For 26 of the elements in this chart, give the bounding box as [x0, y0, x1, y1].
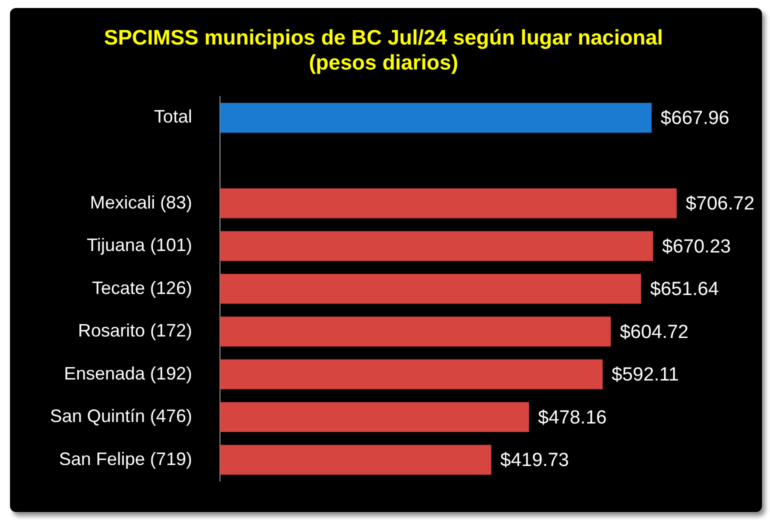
- y-tick-label: Rosarito (172): [78, 320, 192, 341]
- bar: [220, 274, 642, 304]
- bar: [220, 316, 611, 347]
- y-tick-label: San Quintín (476): [50, 406, 192, 426]
- bar: [220, 231, 654, 262]
- y-tick-label: San Felipe (719): [59, 448, 192, 469]
- data-label: $478.16: [538, 407, 607, 428]
- data-label: $592.11: [612, 364, 679, 386]
- y-tick-label: Total: [154, 106, 192, 127]
- bar: [220, 402, 530, 432]
- y-tick-label: Mexicali (83): [90, 192, 192, 212]
- data-label: $667.96: [660, 108, 730, 130]
- data-label: $604.72: [620, 322, 689, 343]
- data-label: $706.72: [686, 194, 754, 215]
- y-tick-label: Tecate (126): [92, 278, 192, 298]
- chart-title: SPCIMSS municipios de BC Jul/24 según lugar nacional: [104, 26, 663, 50]
- chart-subtitle: (pesos diarios): [308, 52, 458, 75]
- data-label: $651.64: [650, 279, 720, 300]
- data-label: $419.73: [500, 450, 569, 472]
- data-label: $670.23: [662, 236, 731, 258]
- bar: [220, 444, 492, 475]
- bar: [220, 188, 677, 218]
- bar: [220, 102, 652, 133]
- bar: [220, 359, 603, 390]
- y-tick-label: Tijuana (101): [86, 235, 192, 256]
- y-tick-label: Ensenada (192): [64, 363, 192, 384]
